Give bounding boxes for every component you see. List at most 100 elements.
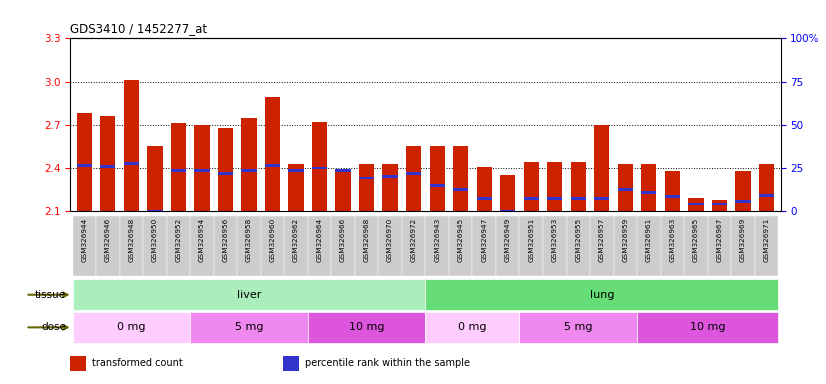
Bar <box>430 146 444 211</box>
Text: GSM326951: GSM326951 <box>529 218 534 263</box>
Bar <box>190 312 308 343</box>
Bar <box>712 200 727 211</box>
Bar <box>100 165 116 168</box>
Text: 10 mg: 10 mg <box>690 322 725 333</box>
Bar <box>77 164 92 167</box>
Bar <box>594 197 610 200</box>
Bar <box>755 217 778 276</box>
Bar <box>73 279 425 310</box>
Text: 5 mg: 5 mg <box>235 322 263 333</box>
Bar <box>335 169 351 211</box>
Text: 0 mg: 0 mg <box>117 322 145 333</box>
Bar <box>524 162 539 211</box>
Text: GSM326962: GSM326962 <box>293 218 299 263</box>
Bar <box>171 169 186 172</box>
Text: GSM326969: GSM326969 <box>740 218 746 263</box>
Bar <box>637 312 778 343</box>
Bar <box>73 217 96 276</box>
Bar <box>308 312 425 343</box>
Bar <box>124 80 139 211</box>
Text: 0 mg: 0 mg <box>458 322 487 333</box>
Bar <box>73 312 190 343</box>
Bar <box>147 146 163 211</box>
Bar <box>520 312 637 343</box>
Text: tissue: tissue <box>35 290 66 300</box>
Bar <box>477 197 491 200</box>
Bar <box>194 169 210 172</box>
Bar <box>402 217 425 276</box>
Bar <box>284 217 308 276</box>
Text: GSM326950: GSM326950 <box>152 218 158 263</box>
Text: GSM326970: GSM326970 <box>387 218 393 263</box>
Bar <box>618 164 633 211</box>
Text: GSM326963: GSM326963 <box>669 218 676 263</box>
Bar <box>288 164 304 211</box>
Bar <box>665 171 680 211</box>
Text: 10 mg: 10 mg <box>349 322 384 333</box>
Bar <box>265 164 280 167</box>
Bar <box>194 125 210 211</box>
Bar <box>524 197 539 200</box>
Text: GSM326948: GSM326948 <box>128 218 135 263</box>
Text: GSM326949: GSM326949 <box>505 218 510 263</box>
Text: GSM326972: GSM326972 <box>411 218 416 263</box>
Text: GSM326945: GSM326945 <box>458 218 463 263</box>
Bar <box>288 169 304 172</box>
Bar <box>500 210 515 213</box>
Bar <box>500 175 515 211</box>
Text: GDS3410 / 1452277_at: GDS3410 / 1452277_at <box>70 22 207 35</box>
Bar <box>190 217 214 276</box>
Bar <box>312 167 327 169</box>
Bar <box>688 203 704 205</box>
Text: GSM326943: GSM326943 <box>434 218 440 263</box>
Text: transformed count: transformed count <box>92 358 183 368</box>
Text: GSM326959: GSM326959 <box>622 218 629 263</box>
Bar <box>335 169 351 172</box>
Bar <box>567 217 590 276</box>
Bar <box>688 198 704 211</box>
Text: GSM326965: GSM326965 <box>693 218 699 263</box>
Bar <box>218 172 233 175</box>
Bar <box>312 122 327 211</box>
Text: lung: lung <box>590 290 614 300</box>
Bar <box>430 184 444 187</box>
Bar <box>637 217 661 276</box>
Bar <box>759 164 774 211</box>
Bar <box>355 217 378 276</box>
Bar <box>496 217 520 276</box>
Bar <box>684 217 708 276</box>
Bar <box>359 177 374 179</box>
Text: GSM326971: GSM326971 <box>763 218 770 263</box>
Bar <box>449 217 472 276</box>
Text: GSM326947: GSM326947 <box>482 218 487 263</box>
Text: GSM326944: GSM326944 <box>81 218 88 263</box>
Text: percentile rank within the sample: percentile rank within the sample <box>305 358 470 368</box>
Bar <box>425 279 778 310</box>
Bar <box>759 194 774 197</box>
Bar <box>665 195 680 198</box>
Bar <box>100 116 116 211</box>
Bar <box>735 200 751 202</box>
Bar <box>167 217 190 276</box>
Bar <box>571 162 586 211</box>
Bar <box>543 217 567 276</box>
Text: GSM326957: GSM326957 <box>599 218 605 263</box>
Bar <box>378 217 402 276</box>
Bar <box>472 217 496 276</box>
Bar <box>124 162 139 165</box>
Bar <box>241 118 257 211</box>
Bar <box>641 164 657 211</box>
Text: GSM326958: GSM326958 <box>246 218 252 263</box>
Bar <box>171 123 186 211</box>
Text: dose: dose <box>41 322 66 333</box>
Text: GSM326954: GSM326954 <box>199 218 205 263</box>
Bar <box>308 217 331 276</box>
Text: GSM326953: GSM326953 <box>552 218 558 263</box>
Bar <box>661 217 684 276</box>
Text: 5 mg: 5 mg <box>564 322 592 333</box>
Bar <box>218 127 233 211</box>
Bar <box>331 217 355 276</box>
Bar <box>477 167 491 211</box>
Bar <box>712 203 727 205</box>
Text: GSM326967: GSM326967 <box>716 218 723 263</box>
